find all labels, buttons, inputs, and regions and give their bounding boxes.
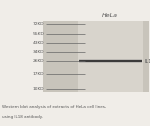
Text: 17KD: 17KD — [33, 72, 44, 76]
Bar — [43, 21, 148, 92]
Text: 43KD: 43KD — [33, 41, 44, 45]
Text: Western blot analysis of extracts of HeLa cell lines,: Western blot analysis of extracts of HeL… — [2, 105, 106, 109]
Text: HeLa: HeLa — [102, 13, 118, 18]
Text: 55KD: 55KD — [32, 32, 44, 36]
Text: 26KD: 26KD — [33, 59, 44, 63]
Bar — [79, 60, 142, 62]
Text: IL18: IL18 — [144, 59, 150, 64]
Text: 34KD: 34KD — [33, 50, 44, 54]
Text: 10KD: 10KD — [33, 87, 44, 91]
Text: using IL18 antibody.: using IL18 antibody. — [2, 115, 42, 119]
Text: 72KD: 72KD — [33, 22, 44, 26]
Bar — [79, 59, 142, 63]
Bar — [78, 21, 143, 92]
